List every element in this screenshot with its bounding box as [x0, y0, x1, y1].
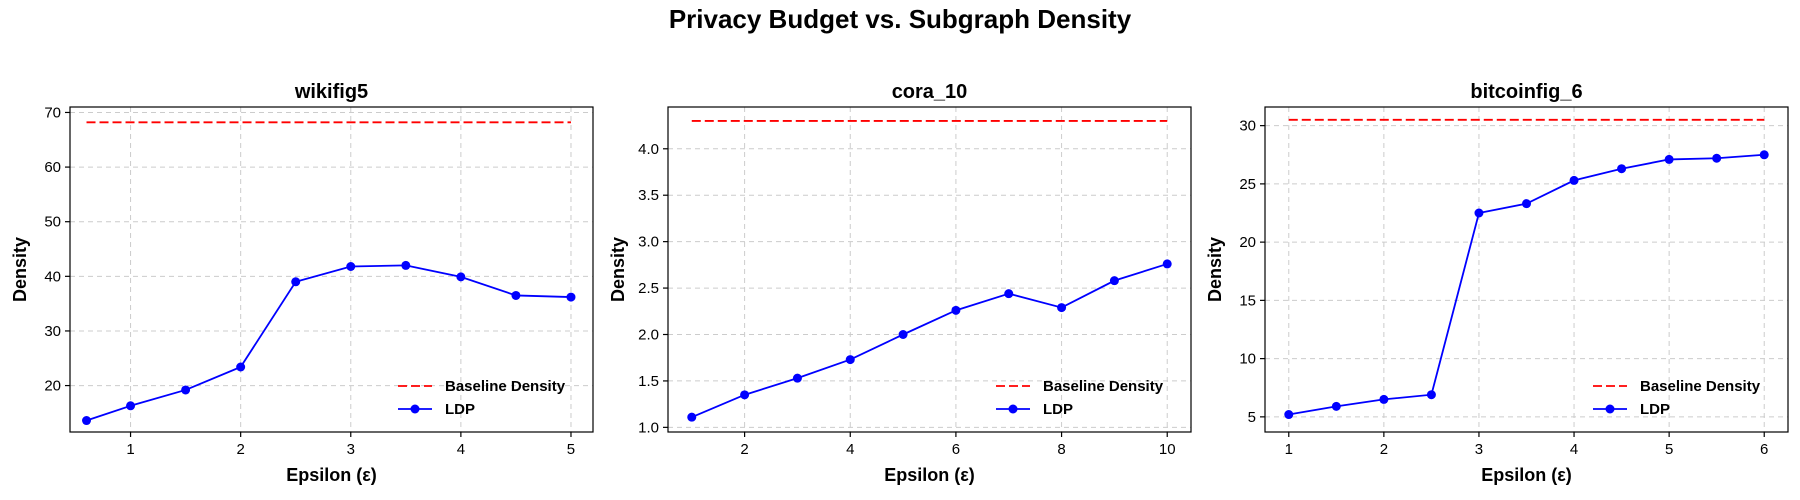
y-tick-label: 10 — [1239, 351, 1256, 368]
x-tick-label: 3 — [1475, 441, 1483, 458]
ldp-data-point — [1004, 289, 1014, 299]
y-tick-label: 60 — [44, 159, 61, 176]
subplot-title: bitcoinfig_6 — [1470, 81, 1582, 103]
legend-label: LDP — [1640, 401, 1670, 418]
legend-marker-ldp — [1605, 404, 1615, 414]
subplot-title: cora_10 — [892, 81, 968, 103]
y-axis-label: Density — [1205, 237, 1225, 302]
ldp-data-point — [346, 261, 356, 271]
x-tick-label: 6 — [952, 441, 960, 458]
ldp-data-point — [1426, 390, 1436, 400]
ldp-data-point — [1759, 150, 1769, 160]
x-tick-label: 4 — [846, 441, 854, 458]
ldp-data-point — [1522, 199, 1531, 209]
x-axis-label: Epsilon (ε) — [1481, 465, 1572, 485]
y-tick-label: 40 — [44, 268, 61, 285]
x-tick-label: 4 — [457, 441, 465, 458]
y-axis-label: Density — [10, 237, 30, 302]
y-tick-label: 2.0 — [638, 327, 659, 344]
x-tick-label: 6 — [1760, 441, 1768, 458]
ldp-data-point — [898, 330, 908, 339]
figure-title: Privacy Budget vs. Subgraph Density — [668, 4, 1132, 34]
ldp-data-point — [511, 290, 521, 300]
ldp-data-point — [1712, 153, 1722, 163]
ldp-line — [691, 263, 1168, 418]
y-tick-label: 4.0 — [638, 141, 659, 158]
ldp-data-point — [291, 277, 301, 287]
y-tick-label: 70 — [44, 104, 61, 121]
ldp-data-point — [951, 305, 961, 315]
ldp-data-point — [1474, 208, 1484, 218]
x-tick-label: 2 — [740, 441, 748, 458]
y-tick-label: 20 — [1239, 234, 1256, 251]
x-tick-label: 1 — [126, 441, 134, 458]
x-tick-label: 10 — [1159, 441, 1176, 458]
y-tick-label: 1.0 — [638, 419, 659, 436]
legend-label: Baseline Density — [445, 378, 566, 395]
legend: Baseline Density LDP — [1593, 378, 1761, 418]
legend-label: Baseline Density — [1640, 378, 1761, 395]
subplot-3: 1 2 3 4 5 6 5 10 15 20 25 30 bitcoinfig_6 Epsilon (ε)… — [1205, 81, 1789, 485]
ldp-data-point — [687, 412, 697, 422]
x-tick-label: 3 — [347, 441, 355, 458]
y-tick-label: 25 — [1239, 176, 1256, 193]
ldp-data-point — [401, 260, 411, 270]
ldp-data-point — [1569, 175, 1579, 185]
ldp-data-point — [181, 385, 191, 395]
ldp-data-point — [1664, 154, 1674, 164]
legend-label: LDP — [1043, 401, 1073, 418]
ldp-data-point — [236, 362, 246, 372]
ldp-data-point — [566, 292, 576, 302]
plot-frame — [1264, 106, 1789, 433]
subplot-2: 2 4 6 8 10 1.0 1.5 2.0 2.5 3.0 3.5 4.0 cora_10 Epsilo… — [608, 81, 1192, 485]
ldp-data-point — [126, 401, 136, 411]
ldp-data-point — [1284, 410, 1294, 420]
plot-frame — [667, 106, 1192, 433]
y-tick-label: 50 — [44, 214, 61, 231]
ldp-data-point — [1109, 276, 1119, 286]
y-tick-label: 5 — [1248, 409, 1256, 426]
x-axis-label: Epsilon (ε) — [286, 465, 377, 485]
ldp-data-point — [1162, 259, 1172, 269]
subplot-1: 1 2 3 4 5 20 30 40 50 60 70 wikifig5 Epsilon (ε) Dens… — [10, 81, 594, 485]
ldp-data-point — [82, 416, 92, 426]
x-tick-label: 2 — [236, 441, 244, 458]
subplot-title: wikifig5 — [294, 81, 368, 103]
x-tick-label: 4 — [1570, 441, 1578, 458]
ldp-data-point — [740, 390, 750, 400]
plot-frame — [69, 106, 594, 433]
legend-marker-ldp — [1008, 404, 1018, 414]
x-tick-label: 5 — [567, 441, 575, 458]
ldp-data-point — [1057, 303, 1067, 313]
ldp-data-point — [792, 373, 802, 383]
legend: Baseline Density LDP — [398, 378, 566, 418]
x-tick-label: 1 — [1285, 441, 1293, 458]
y-tick-label: 30 — [1239, 118, 1256, 135]
ldp-data-point — [1617, 164, 1627, 174]
x-tick-label: 5 — [1665, 441, 1673, 458]
y-tick-label: 3.5 — [638, 187, 659, 204]
x-tick-label: 8 — [1057, 441, 1065, 458]
legend-label: LDP — [445, 401, 475, 418]
y-tick-label: 1.5 — [638, 373, 659, 390]
ldp-line — [1288, 153, 1765, 416]
legend-label: Baseline Density — [1043, 378, 1164, 395]
ldp-data-point — [1331, 401, 1341, 411]
ldp-data-point — [1379, 394, 1389, 404]
x-tick-label: 2 — [1380, 441, 1388, 458]
x-axis-label: Epsilon (ε) — [884, 465, 975, 485]
ldp-data-point — [456, 272, 466, 282]
y-axis-label: Density — [608, 237, 628, 302]
legend-marker-ldp — [410, 404, 420, 414]
ldp-data-point — [845, 355, 855, 365]
legend: Baseline Density LDP — [996, 378, 1164, 418]
y-tick-label: 2.5 — [638, 280, 659, 297]
y-tick-label: 15 — [1239, 292, 1256, 309]
y-tick-label: 20 — [44, 378, 61, 395]
y-tick-label: 30 — [44, 323, 61, 340]
ldp-line — [86, 264, 572, 422]
y-tick-label: 3.0 — [638, 234, 659, 251]
